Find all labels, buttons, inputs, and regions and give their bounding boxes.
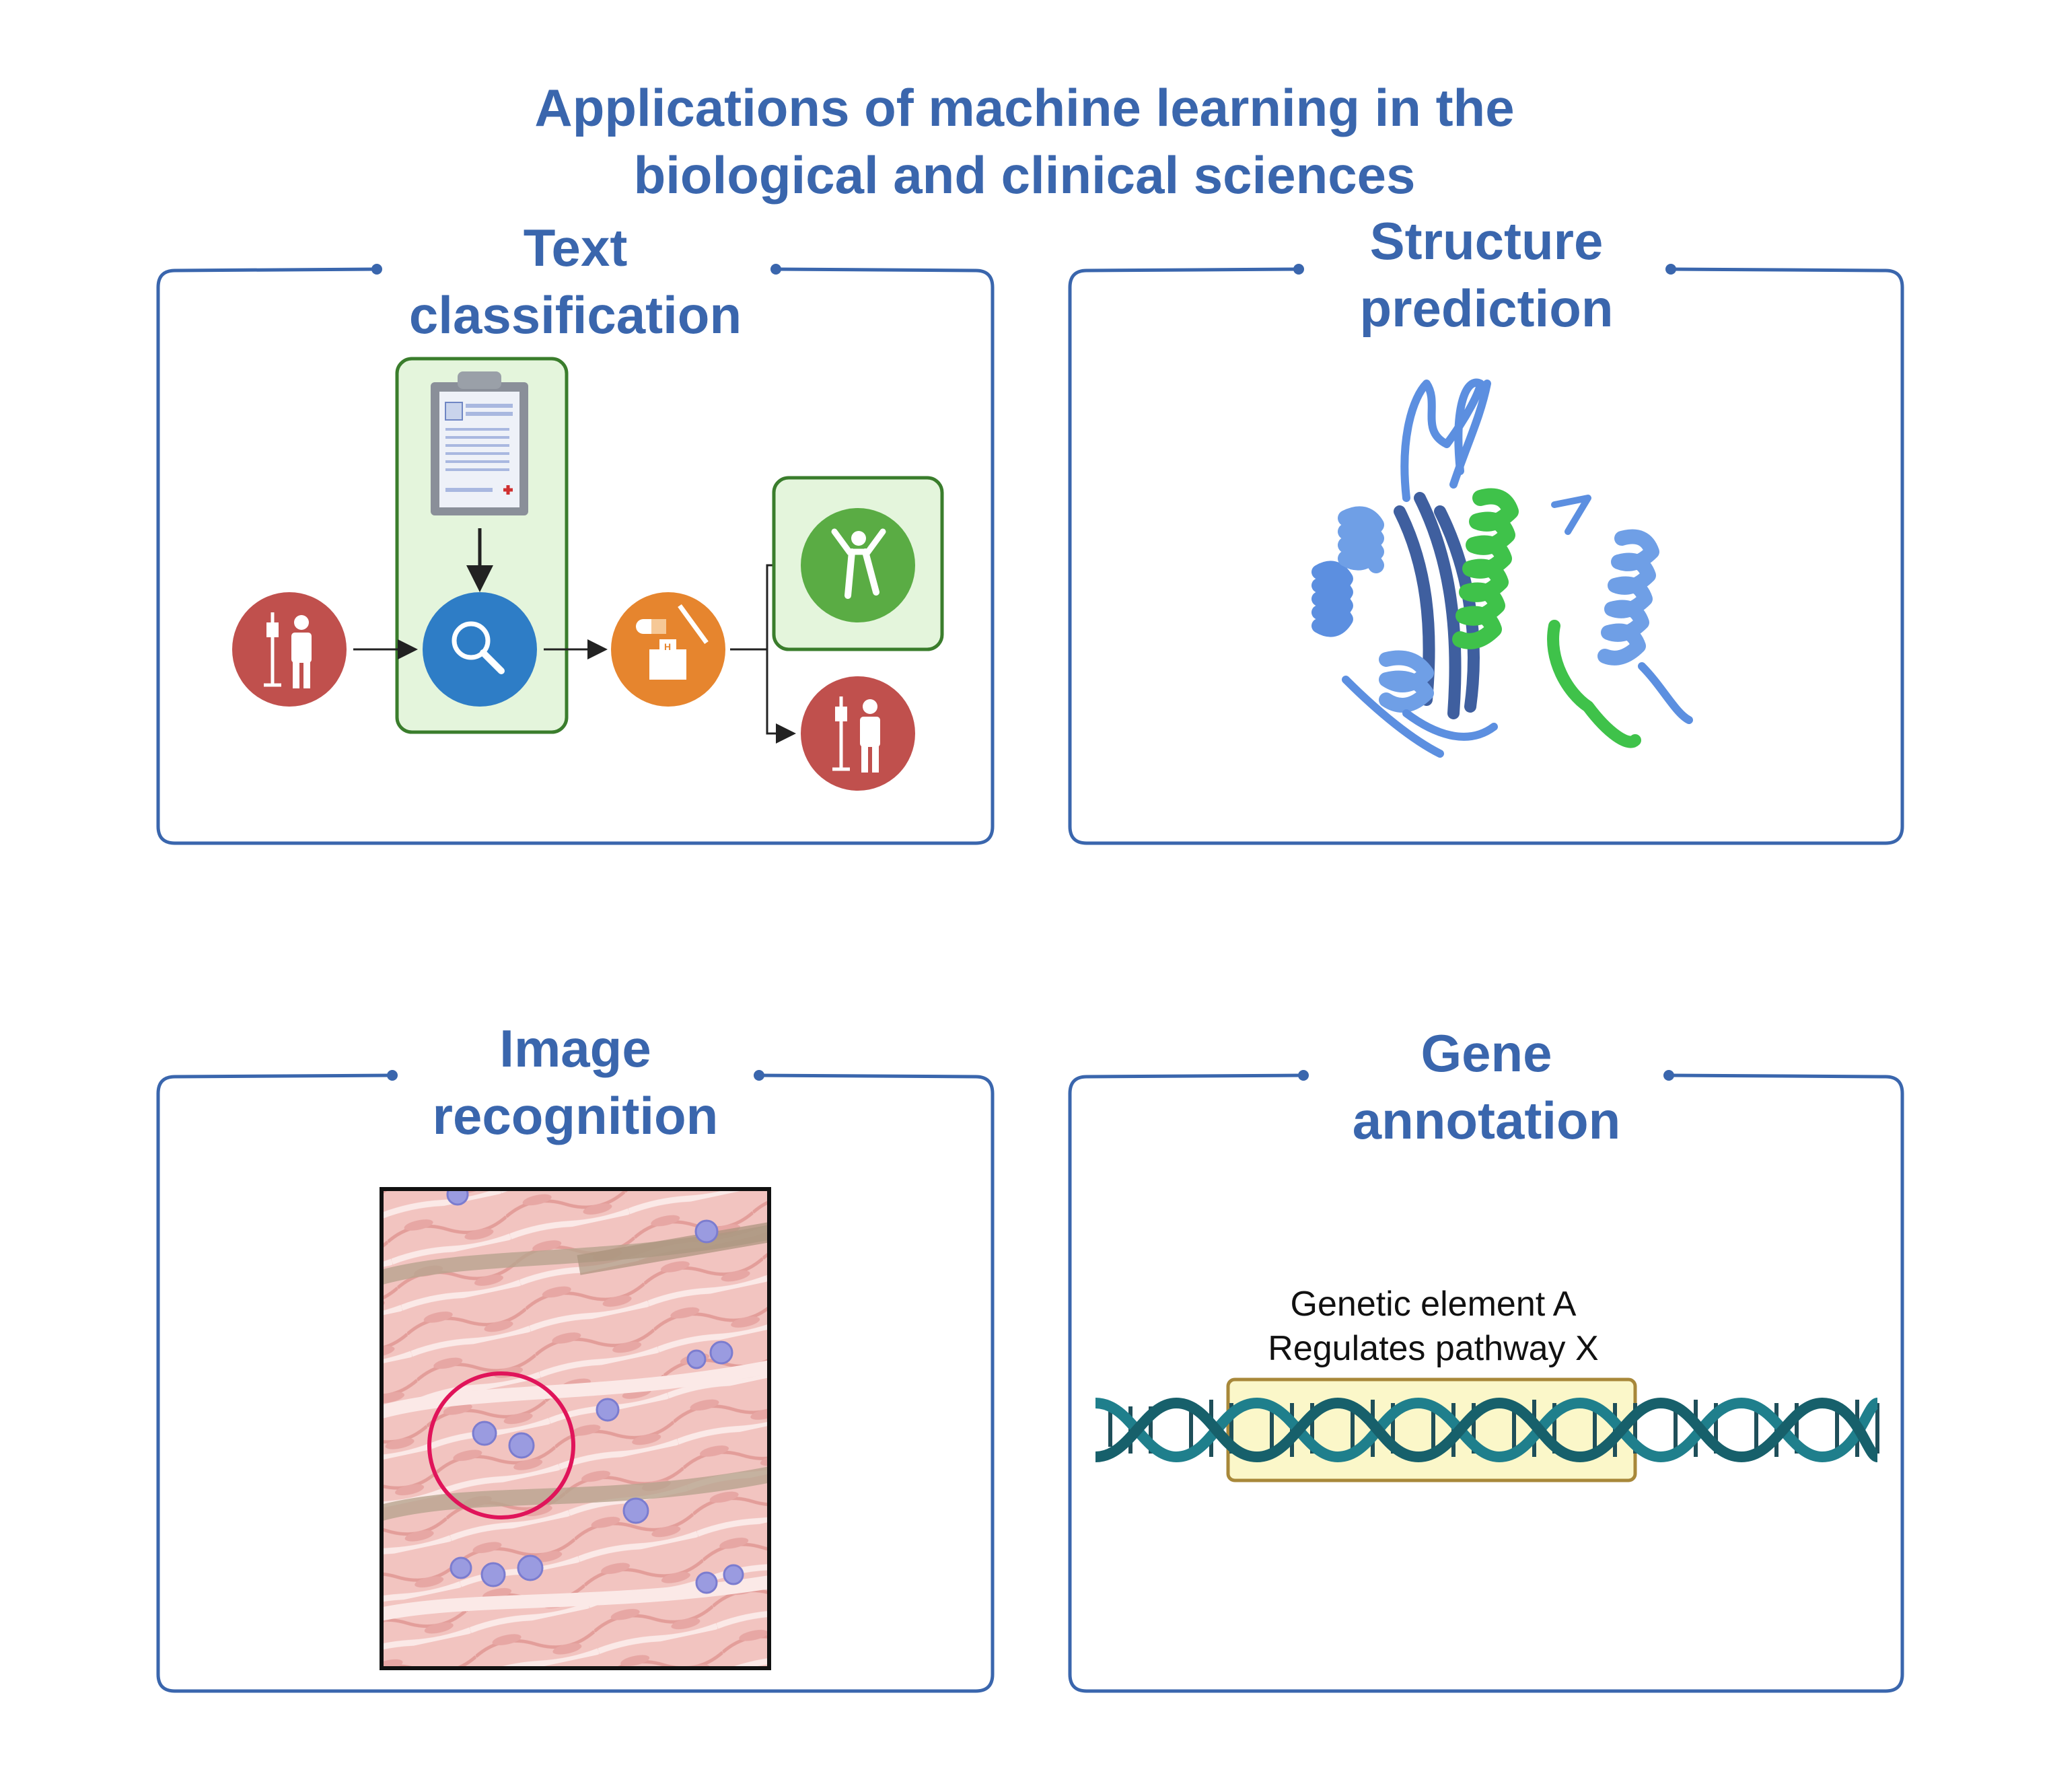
panel-frame-gene-annotation [1068, 1073, 1904, 1693]
gene-label-line2: Regulates pathway X [1268, 1329, 1599, 1368]
panel-title-text-classification: Text classification [340, 214, 811, 349]
panel-title-line2: annotation [1352, 1091, 1621, 1150]
panel-title-line1: Image [499, 1019, 651, 1078]
panel-title-line1: Structure [1369, 211, 1604, 271]
panel-frame-text-classification [156, 267, 995, 845]
patient-iv-icon [801, 676, 915, 791]
panel-title-structure-prediction: Structure prediction [1251, 207, 1722, 342]
dna-helix-icon [1095, 1397, 1879, 1463]
arrow-to-not-recovered [766, 649, 796, 744]
detection-circle [427, 1371, 575, 1519]
gene-label-line1: Genetic element A [1290, 1285, 1577, 1324]
clipboard-icon [431, 371, 528, 515]
main-title-line2: biological and clinical sciences [633, 145, 1416, 205]
panel-frame-structure-prediction [1068, 267, 1904, 845]
magnifier-icon [423, 592, 537, 707]
main-title-line1: Applications of machine learning in the [534, 78, 1515, 137]
tissue-image-icon [380, 1187, 771, 1670]
protein-structure-icon [1311, 378, 1693, 758]
panel-title-line1: Text [523, 218, 628, 277]
recovered-person-icon [801, 508, 915, 622]
gene-label: Genetic element A Regulates pathway X [1110, 1282, 1756, 1371]
svg-text:H: H [664, 641, 671, 652]
main-title: Applications of machine learning in the … [0, 74, 2049, 209]
panel-title-gene-annotation: Gene annotation [1251, 1019, 1722, 1154]
hospital-medicine-icon: H [611, 592, 725, 707]
panel-frame-image-recognition [156, 1073, 995, 1693]
panel-title-line2: classification [408, 285, 742, 345]
panel-title-line2: prediction [1359, 279, 1614, 338]
patient-iv-icon [232, 592, 347, 707]
panel-title-line1: Gene [1421, 1024, 1552, 1083]
panel-title-image-recognition: Image recognition [340, 1015, 811, 1149]
panel-title-line2: recognition [432, 1086, 719, 1145]
